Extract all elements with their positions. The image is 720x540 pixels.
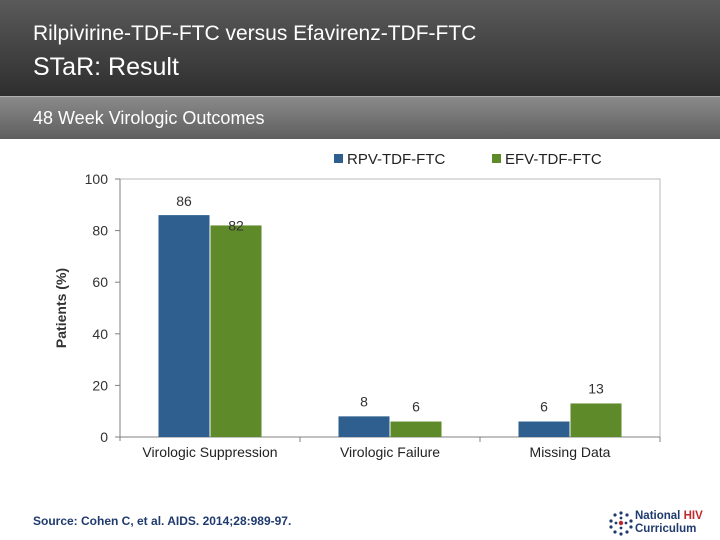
bar-value-label: 8	[360, 393, 368, 409]
x-category-label: Missing Data	[530, 444, 611, 460]
legend-swatch	[334, 154, 343, 163]
national-hiv-curriculum-logo: National HIV Curriculum	[608, 508, 716, 538]
logo-dots-icon	[609, 511, 633, 536]
legend-label: EFV-TDF-FTC	[505, 151, 602, 168]
bar-rpv	[518, 421, 570, 437]
x-category-label: Virologic Failure	[340, 444, 440, 460]
y-tick-label: 100	[85, 171, 109, 187]
section-title: 48 Week Virologic Outcomes	[33, 108, 265, 128]
legend-swatch	[492, 154, 501, 163]
logo-word-curriculum: Curriculum	[635, 523, 697, 535]
bar-value-label: 86	[176, 193, 192, 209]
section-bar: 48 Week Virologic Outcomes	[0, 96, 720, 139]
logo-word-hiv: HIV	[683, 510, 703, 522]
y-tick-label: 60	[92, 274, 108, 290]
bar-efv	[390, 421, 442, 437]
y-tick-label: 80	[92, 223, 108, 239]
y-tick-label: 20	[92, 377, 108, 393]
y-axis-title: Patients (%)	[53, 268, 69, 348]
logo-text: National HIV Curriculum	[635, 510, 703, 536]
bar-value-label: 6	[412, 399, 420, 415]
y-tick-label: 0	[100, 429, 108, 445]
bar-value-label: 13	[588, 380, 604, 396]
source-citation: Source: Cohen C, et al. AIDS. 2014;28:98…	[33, 514, 292, 528]
bar-efv	[570, 403, 622, 437]
y-tick-label: 40	[92, 326, 108, 342]
bar-value-label: 6	[540, 399, 548, 415]
bar-value-label: 82	[228, 217, 244, 233]
slide-subtitle: STaR: Result	[33, 53, 179, 81]
bar-rpv	[338, 416, 390, 437]
slide-title: Rilpivirine-TDF-FTC versus Efavirenz-TDF…	[33, 22, 477, 45]
legend-label: RPV-TDF-FTC	[347, 151, 445, 168]
x-category-label: Virologic Suppression	[142, 444, 277, 460]
bar-rpv	[158, 215, 210, 437]
bar-efv	[210, 225, 262, 437]
logo-word-national: National	[635, 510, 684, 522]
slide-header: Rilpivirine-TDF-FTC versus Efavirenz-TDF…	[0, 0, 720, 96]
